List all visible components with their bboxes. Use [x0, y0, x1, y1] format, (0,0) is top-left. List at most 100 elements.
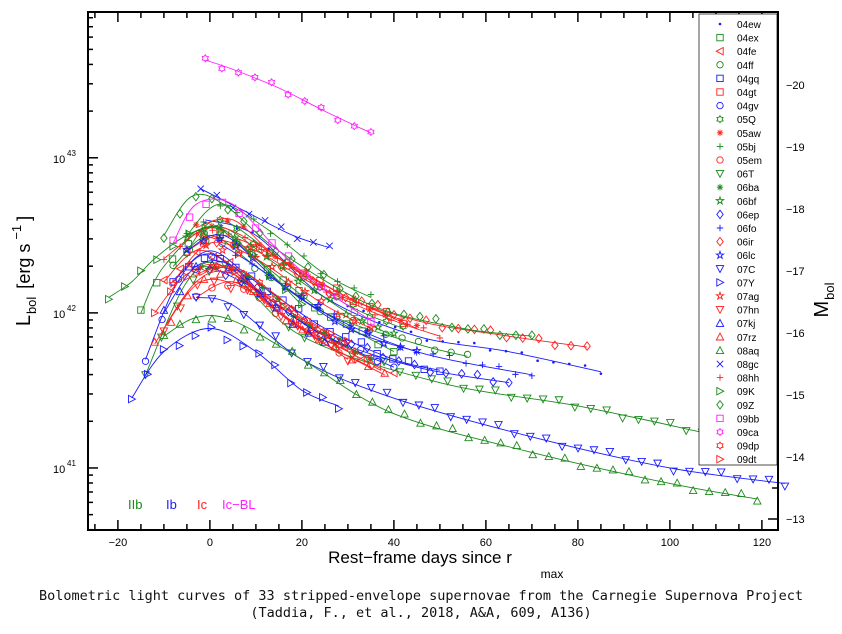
sn-type-labels: IIb Ib Ic Ic−BL [128, 497, 256, 512]
data-point [251, 73, 259, 82]
data-point [400, 409, 409, 418]
sn-type-label: Ic [197, 497, 208, 512]
data-point [362, 309, 365, 313]
data-point [271, 339, 281, 348]
legend-marker-dot [718, 22, 722, 26]
data-point [192, 292, 200, 301]
data-point [427, 375, 437, 384]
series-08aq [159, 313, 762, 505]
data-point [224, 204, 232, 215]
data-point [137, 306, 145, 314]
data-point [213, 191, 221, 199]
data-point [271, 253, 279, 260]
data-point [393, 325, 397, 329]
legend-label: 06fo [737, 224, 757, 235]
legend-marker-plus [716, 143, 724, 150]
legend-entry: 09bb [716, 414, 760, 425]
legend-marker-x [716, 360, 724, 368]
data-point [400, 309, 408, 320]
data-point [557, 442, 567, 452]
data-point [158, 315, 166, 324]
data-point [367, 353, 375, 362]
data-point [479, 361, 486, 369]
legend-entry: 08aq [715, 345, 759, 357]
data-point [202, 200, 210, 208]
data-point [312, 322, 321, 332]
data-point [355, 299, 362, 307]
y-tick-label-base: 10 [53, 309, 65, 321]
legend-entry: 08hh [716, 374, 759, 385]
data-point [266, 261, 278, 271]
data-point [780, 482, 790, 491]
data-point [320, 269, 328, 280]
data-point [255, 278, 264, 287]
data-point [284, 90, 292, 99]
data-point [326, 341, 336, 350]
legend-marker-square [716, 33, 724, 42]
data-point [473, 369, 482, 380]
data-point [240, 216, 248, 227]
data-point [192, 191, 200, 202]
legend-marker-circle [716, 61, 724, 69]
data-point [207, 322, 216, 332]
data-point [287, 378, 296, 388]
data-point [240, 269, 248, 278]
data-point [367, 127, 375, 137]
data-point [397, 317, 405, 324]
data-point [528, 449, 538, 459]
data-point [325, 289, 334, 299]
data-point [296, 291, 307, 301]
data-point [197, 185, 205, 193]
legend-entry: 07C [715, 265, 755, 276]
data-point [159, 275, 168, 285]
data-point [197, 264, 204, 271]
data-point [352, 291, 360, 302]
data-point [137, 266, 146, 276]
legend-marker-star [714, 195, 726, 206]
y2-tick-label: −19 [786, 142, 805, 154]
data-point [429, 350, 437, 358]
data-point [303, 388, 312, 397]
data-point [669, 467, 678, 476]
data-point [181, 244, 192, 255]
data-point [290, 264, 297, 271]
data-point [425, 339, 429, 342]
data-point [277, 261, 285, 272]
legend-label: 05aw [737, 129, 762, 140]
data-point [160, 256, 168, 263]
data-point [544, 451, 554, 460]
data-point [207, 295, 217, 304]
legend-label: 04ew [737, 20, 762, 31]
legend-entry: 08gc [716, 360, 759, 371]
data-point [188, 276, 198, 285]
axes: −20 0 20 40 60 80 100 120104310421041−20−19−18−… [53, 12, 805, 549]
legend-entry: 09Z [716, 399, 754, 412]
data-point [653, 459, 663, 468]
data-point [317, 283, 326, 291]
data-point [214, 233, 225, 244]
data-point [518, 333, 527, 343]
data-point [279, 276, 287, 284]
data-point [226, 285, 236, 294]
data-point [414, 401, 424, 410]
data-point [299, 286, 310, 296]
legend-entry: 06ba [716, 183, 760, 194]
data-point [200, 254, 209, 262]
legend-entry: 06fo [716, 224, 757, 235]
data-point [249, 239, 258, 249]
data-point [716, 468, 726, 477]
legend-label: 07rz [737, 333, 756, 344]
light-curve-09dp [195, 265, 372, 360]
legend-label: 06bf [737, 197, 757, 208]
data-point [241, 234, 249, 241]
data-point [525, 432, 535, 442]
legend-marker-asterisk [716, 184, 724, 191]
data-point [319, 367, 329, 377]
data-point [509, 430, 519, 439]
data-point [457, 368, 466, 379]
legend-marker-tri-right [716, 386, 725, 396]
data-point [350, 308, 359, 316]
data-point [538, 395, 548, 404]
light-curve-06T [145, 261, 703, 433]
data-point [462, 360, 470, 367]
